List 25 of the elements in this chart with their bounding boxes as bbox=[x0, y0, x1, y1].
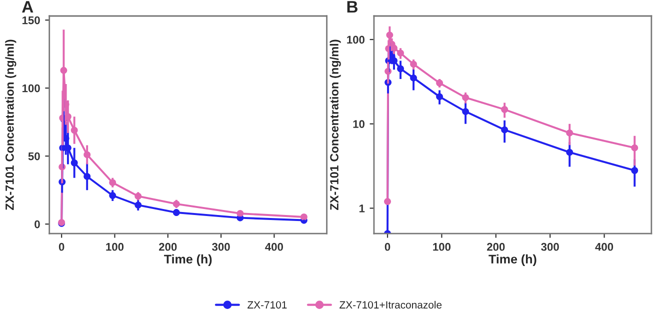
legend-label: ZX-7101 bbox=[248, 301, 287, 309]
y-axis-title: ZX-7101 Concentration (ng/ml) bbox=[330, 40, 341, 210]
legend-label: ZX-7101+Itraconazole bbox=[340, 300, 442, 309]
x-tick-label: 100 bbox=[433, 242, 451, 251]
x-tick-label: 300 bbox=[541, 242, 559, 251]
x-axis-title: Time (h) bbox=[488, 254, 536, 266]
x-axis-title: Time (h) bbox=[164, 254, 212, 266]
y-tick-label: 10 bbox=[353, 120, 364, 128]
chart-title: B bbox=[347, 1, 358, 13]
x-tick-label: 100 bbox=[106, 242, 124, 251]
x-tick-label: 300 bbox=[212, 242, 230, 251]
y-tick-label: 100 bbox=[22, 84, 40, 92]
x-tick-label: 0 bbox=[384, 242, 390, 251]
x-tick-label: 0 bbox=[58, 242, 64, 251]
chart-title: A bbox=[22, 1, 34, 13]
y-tick-label: 0 bbox=[34, 220, 40, 228]
y-axis-title: ZX-7101 Concentration (ng/ml) bbox=[5, 40, 16, 210]
x-tick-label: 400 bbox=[265, 242, 283, 251]
x-tick-label: 400 bbox=[595, 242, 614, 251]
y-tick-label: 1 bbox=[359, 204, 365, 212]
x-tick-label: 200 bbox=[158, 242, 177, 251]
x-tick-label: 200 bbox=[487, 242, 505, 251]
y-tick-label: 50 bbox=[28, 152, 40, 160]
y-tick-label: 100 bbox=[347, 36, 364, 44]
y-tick-label: 150 bbox=[22, 16, 40, 24]
